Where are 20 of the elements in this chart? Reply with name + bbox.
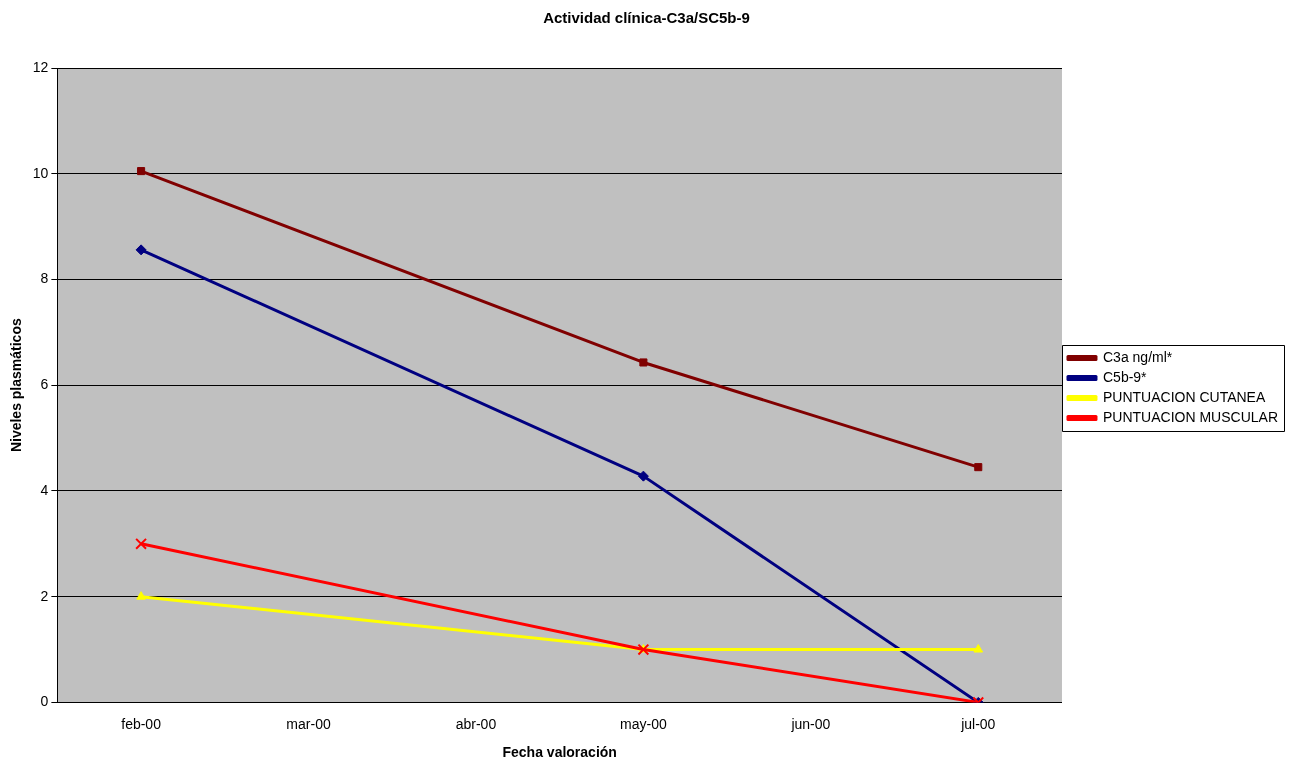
x-tick-label: mar-00: [286, 715, 331, 732]
x-tick-label: may-00: [620, 715, 667, 732]
legend-label: PUNTUACION CUTANEA: [1102, 388, 1266, 405]
y-axis-title: Niveles plasmáticos: [8, 318, 25, 453]
y-tick-label: 2: [40, 587, 49, 604]
legend-label: PUNTUACION MUSCULAR: [1102, 408, 1278, 425]
x-tick-label: abr-00: [455, 715, 497, 732]
chart-title: Actividad clínica-C3a/SC5b-9: [543, 9, 750, 27]
legend-label: C5b-9*: [1102, 368, 1148, 385]
x-tick-label: jul-00: [960, 715, 996, 732]
x-tick-label: feb-00: [121, 715, 162, 732]
legend-label: C3a ng/ml*: [1102, 348, 1173, 365]
x-axis-title: Fecha valoración: [502, 744, 617, 761]
y-tick-label: 0: [40, 693, 49, 710]
y-tick-label: 4: [40, 481, 49, 498]
y-tick-label: 8: [40, 270, 49, 287]
y-tick-label: 10: [32, 164, 49, 181]
y-tick-label: 6: [40, 376, 49, 393]
x-tick-label: jun-00: [790, 715, 831, 732]
y-tick-label: 12: [32, 58, 49, 75]
